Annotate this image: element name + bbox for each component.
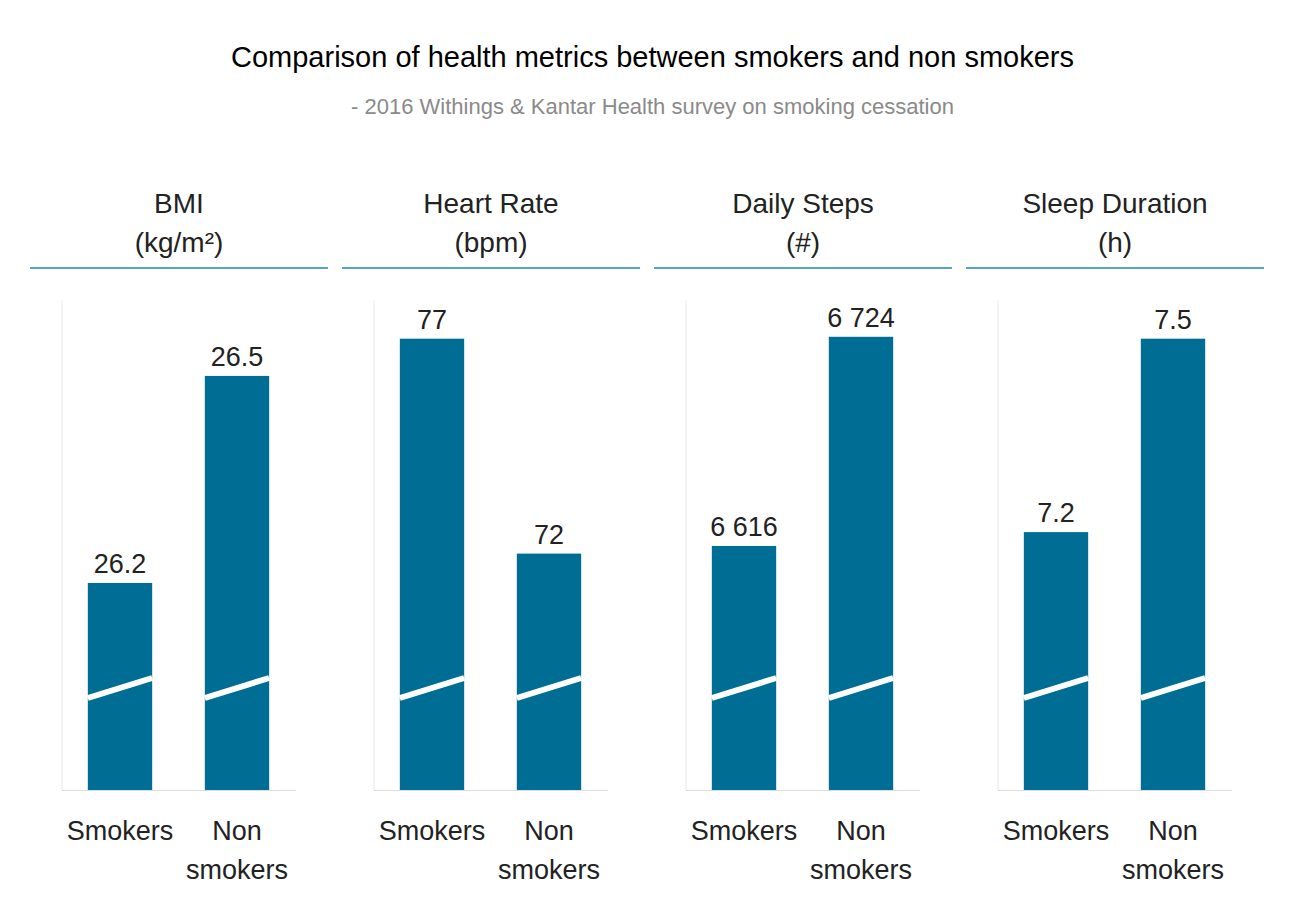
x-tick: Smokers xyxy=(379,816,486,846)
panel-title: Daily Steps xyxy=(732,188,874,219)
x-axis: Smokers Nonsmokers xyxy=(374,791,608,886)
subtitle: - 2016 Withings & Kantar Health survey o… xyxy=(351,94,954,119)
bars xyxy=(1024,339,1205,790)
panel-subtitle: (kg/m²) xyxy=(135,227,224,258)
bar xyxy=(1141,339,1205,790)
y-axis-line xyxy=(998,301,999,791)
axis-break xyxy=(517,678,581,698)
data-labels: 7.2 7.5 xyxy=(1037,305,1192,528)
data-labels: 26.2 26.5 xyxy=(94,342,264,579)
data-label: 6 616 xyxy=(710,512,778,542)
data-label: 6 724 xyxy=(827,303,895,333)
chart: Comparison of health metrics between smo… xyxy=(0,0,1305,920)
data-labels: 77 72 xyxy=(417,305,564,550)
panel-subtitle: (#) xyxy=(786,227,820,258)
y-axis xyxy=(686,301,687,791)
x-tick-label: Nonsmokers xyxy=(810,816,912,885)
x-tick: Smokers xyxy=(1003,816,1110,846)
y-axis-line xyxy=(374,301,375,791)
axis-break xyxy=(88,678,152,698)
data-label: 77 xyxy=(417,305,447,335)
bar xyxy=(88,583,152,790)
x-axis-line xyxy=(998,790,1232,791)
x-axis: Smokers Nonsmokers xyxy=(686,791,920,886)
data-label: 7.5 xyxy=(1154,305,1192,335)
x-axis-line xyxy=(686,790,920,791)
x-tick-label: Nonsmokers xyxy=(186,816,288,885)
header-rule xyxy=(30,267,328,269)
x-tick-label: Smokers xyxy=(1003,816,1110,846)
x-tick: Nonsmokers xyxy=(186,816,288,885)
panel-subtitle: (h) xyxy=(1098,227,1132,258)
axis-break xyxy=(205,678,269,698)
bars xyxy=(88,376,269,790)
x-axis-line xyxy=(374,790,608,791)
bar xyxy=(205,376,269,790)
data-label: 26.5 xyxy=(211,342,264,372)
x-axis: Smokers Nonsmokers xyxy=(998,791,1232,886)
y-axis xyxy=(62,301,63,791)
panel: Heart Rate (bpm) 77 72 Smokers Nonsmokers xyxy=(342,188,640,885)
panel: Sleep Duration (h) 7.2 7.5 Smokers Nonsmokers xyxy=(966,188,1264,885)
panel: BMI (kg/m²) 26.2 26.5 Smokers Nonsmokers xyxy=(30,188,328,885)
axis-break xyxy=(400,678,464,698)
axis-break xyxy=(829,678,893,698)
axis-break xyxy=(1141,678,1205,698)
title: Comparison of health metrics between smo… xyxy=(231,41,1074,73)
panel-title: Heart Rate xyxy=(423,188,558,219)
bars xyxy=(400,339,581,790)
data-labels: 6 616 6 724 xyxy=(710,303,895,542)
x-tick-label: Nonsmokers xyxy=(498,816,600,885)
y-axis xyxy=(998,301,999,791)
x-tick: Nonsmokers xyxy=(810,816,912,885)
header-rule xyxy=(654,267,952,269)
panel-title: Sleep Duration xyxy=(1022,188,1207,219)
x-tick-label: Smokers xyxy=(67,816,174,846)
y-axis-line xyxy=(686,301,687,791)
x-tick: Nonsmokers xyxy=(1122,816,1224,885)
data-label: 7.2 xyxy=(1037,498,1075,528)
y-axis xyxy=(374,301,375,791)
x-tick-label: Smokers xyxy=(379,816,486,846)
header-rule xyxy=(342,267,640,269)
y-axis-line xyxy=(62,301,63,791)
bar xyxy=(829,337,893,790)
x-tick: Smokers xyxy=(67,816,174,846)
panel-title: BMI xyxy=(154,188,204,219)
x-tick: Nonsmokers xyxy=(498,816,600,885)
axis-break xyxy=(712,678,776,698)
axis-break xyxy=(1024,678,1088,698)
panel-subtitle: (bpm) xyxy=(454,227,527,258)
x-axis: Smokers Nonsmokers xyxy=(62,791,296,886)
bar xyxy=(712,546,776,790)
data-label: 26.2 xyxy=(94,549,147,579)
bar xyxy=(517,554,581,790)
x-tick: Smokers xyxy=(691,816,798,846)
bars xyxy=(712,337,893,790)
data-label: 72 xyxy=(534,520,564,550)
bar xyxy=(400,339,464,790)
x-axis-line xyxy=(62,790,296,791)
panel: Daily Steps (#) 6 616 6 724 Smokers Nonsmoker… xyxy=(654,188,952,885)
x-tick-label: Smokers xyxy=(691,816,798,846)
x-tick-label: Nonsmokers xyxy=(1122,816,1224,885)
bar xyxy=(1024,532,1088,790)
header-rule xyxy=(966,267,1264,269)
